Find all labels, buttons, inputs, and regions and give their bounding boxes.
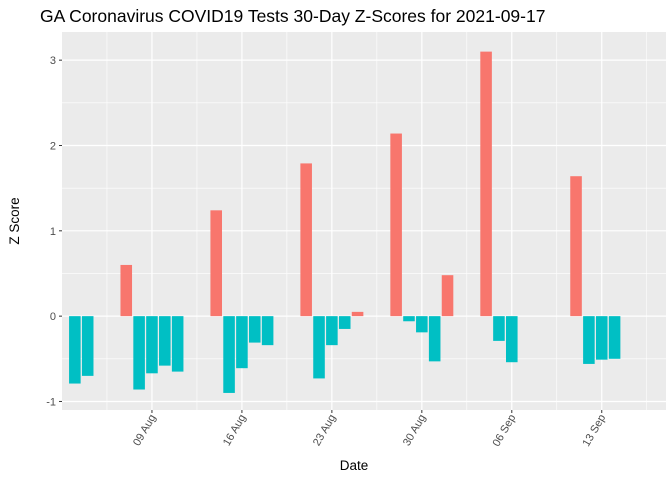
bar [595,316,608,360]
chart-title: GA Coronavirus COVID19 Tests 30-Day Z-Sc… [40,6,545,26]
bar [81,316,94,376]
bar [261,316,274,346]
bar [69,316,81,384]
bar [441,275,454,317]
bar [171,316,184,372]
bar [300,163,312,317]
bars [69,51,621,393]
x-tick-label: 06 Sep [491,413,519,449]
grid-minor [62,32,666,410]
x-tick-label: 16 Aug [221,413,249,449]
bar [416,316,428,333]
bar [133,316,145,390]
bar [570,176,582,317]
bar [480,51,492,317]
bar [210,210,222,317]
y-tick-label: 0 [50,311,56,323]
bar [351,311,364,317]
bar [120,264,133,317]
y-tick-label: 2 [50,140,56,152]
bar [313,316,325,379]
bar [403,316,415,322]
y-tick-label: -1 [46,396,56,408]
x-tick-label: 23 Aug [311,413,339,449]
bar [146,316,158,374]
grid-major [62,32,666,410]
y-axis-title: Z Score [7,197,22,244]
x-tick-label: 09 Aug [131,413,159,449]
y-axis: -1 0 1 2 3 [46,55,62,408]
bar [608,316,621,359]
bar [326,316,338,346]
bar [428,316,441,362]
x-axis: 09 Aug 16 Aug 23 Aug 30 Aug 06 Sep 13 Sep [131,410,608,449]
bar [248,316,261,343]
x-tick-label: 30 Aug [401,413,429,449]
y-tick-label: 1 [50,226,56,238]
y-tick-label: 3 [50,55,56,67]
x-tick-label: 13 Sep [581,413,609,449]
x-axis-title: Date [340,458,369,473]
bar [390,133,402,317]
bar [236,316,248,369]
bar [159,316,171,366]
bar [493,316,505,341]
bar [583,316,595,364]
bar [223,316,235,393]
bar [338,316,351,329]
bar [506,316,518,363]
